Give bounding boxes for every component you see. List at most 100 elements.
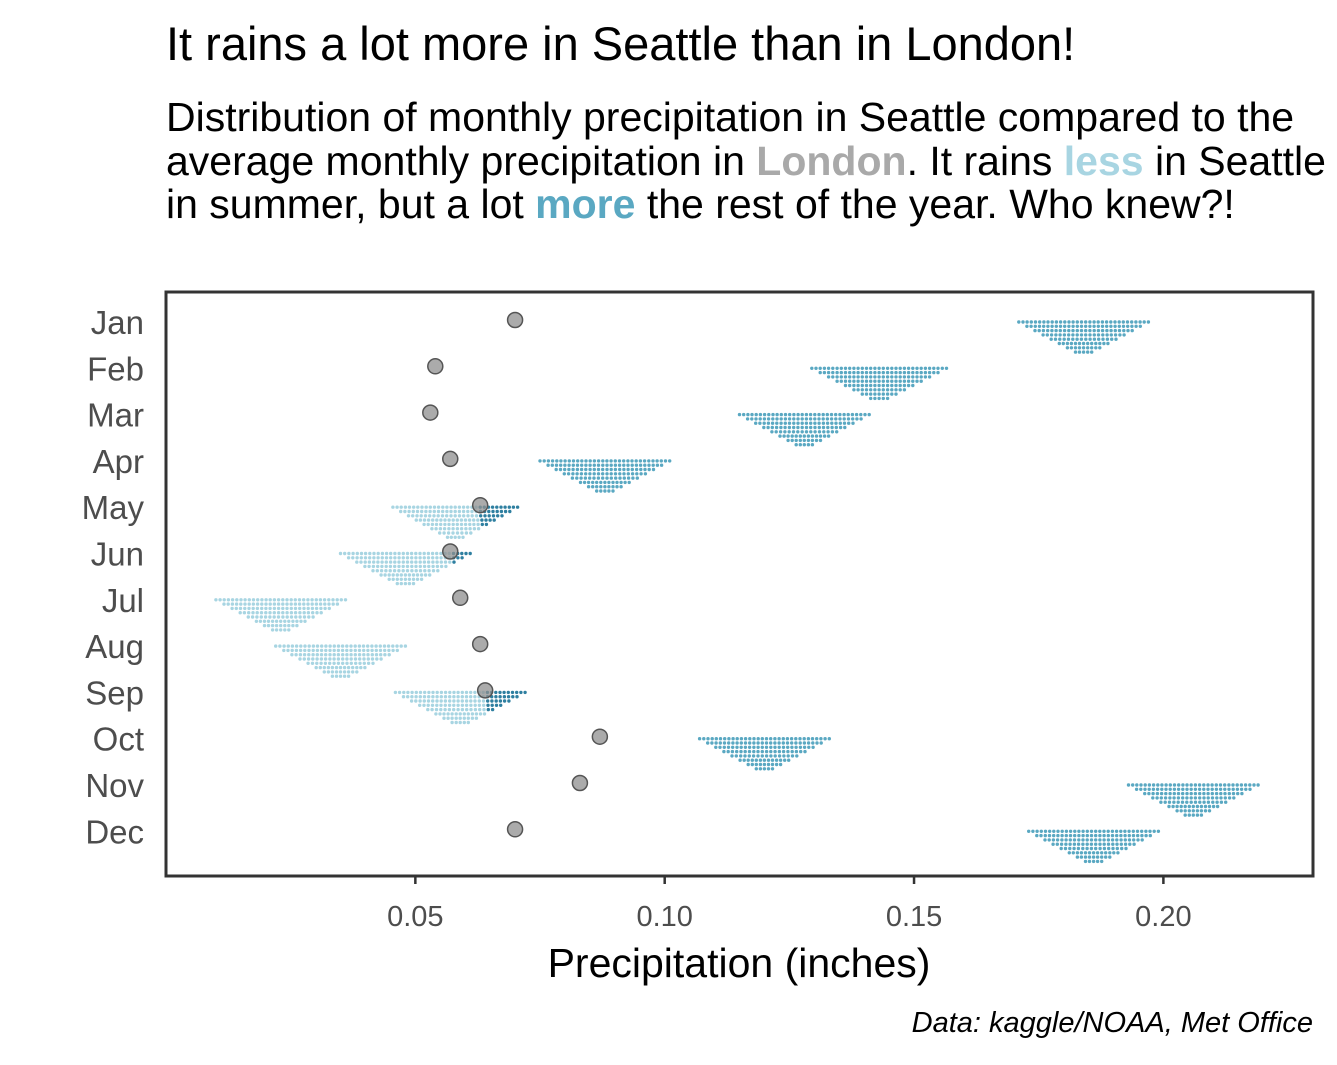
- seattle-dot: [343, 551, 347, 556]
- seattle-dot: [566, 472, 571, 476]
- seattle-dot: [906, 366, 911, 370]
- seattle-dot: [1144, 829, 1148, 833]
- seattle-dot: [760, 741, 764, 745]
- seattle-dot: [379, 653, 383, 657]
- seattle-dot: [1123, 833, 1127, 838]
- seattle-dot: [1086, 350, 1090, 354]
- seattle-dot: [332, 661, 336, 665]
- seattle-dot: [571, 463, 575, 467]
- seattle-dot: [247, 606, 251, 611]
- seattle-dot: [927, 375, 932, 379]
- seattle-dot: [1206, 800, 1211, 804]
- seattle-dot: [468, 522, 472, 527]
- seattle-dot: [1123, 838, 1128, 842]
- seattle-dot: [393, 551, 397, 556]
- seattle-dot: [894, 366, 898, 370]
- seattle-dot: [466, 720, 470, 725]
- seattle-dot: [418, 695, 422, 699]
- seattle-dot: [735, 745, 739, 749]
- seattle-dot: [259, 611, 264, 615]
- seattle-dot: [1087, 859, 1092, 864]
- seattle-dot: [1109, 328, 1113, 333]
- seattle-dot: [311, 653, 315, 657]
- seattle-dot: [823, 737, 827, 741]
- seattle-dot: [1105, 324, 1109, 328]
- seattle-dot: [831, 370, 835, 375]
- seattle-dot: [860, 375, 864, 379]
- seattle-dot: [1064, 842, 1068, 846]
- seattle-dot: [818, 370, 822, 375]
- seattle-dot: [869, 366, 873, 370]
- seattle-dot: [450, 712, 454, 716]
- seattle-dot: [1175, 804, 1179, 809]
- seattle-dot: [331, 598, 335, 602]
- seattle-dot: [651, 463, 655, 467]
- seattle-dot: [434, 522, 439, 527]
- seattle-dot: [799, 749, 803, 754]
- seattle-dot: [605, 472, 609, 476]
- seattle-dot: [439, 703, 443, 707]
- seattle-dot: [1106, 829, 1110, 833]
- seattle-dot: [430, 703, 435, 707]
- seattle-dot: [302, 653, 307, 657]
- seattle-dot: [1132, 838, 1136, 842]
- seattle-dot: [310, 661, 315, 665]
- seattle-dot: [1113, 324, 1117, 328]
- seattle-dot: [453, 509, 457, 514]
- seattle-dot: [1075, 320, 1080, 324]
- seattle-dot: [852, 366, 856, 370]
- seattle-dot: [351, 556, 355, 560]
- seattle-dot: [834, 417, 838, 421]
- seattle-dot: [754, 412, 758, 417]
- seattle-dot: [324, 653, 328, 657]
- seattle-dot: [1163, 796, 1168, 800]
- seattle-dot: [864, 370, 869, 375]
- seattle-dot: [243, 598, 247, 602]
- seattle-dot: [328, 657, 332, 661]
- seattle-distribution-mar: [737, 412, 871, 447]
- seattle-dot: [1063, 320, 1067, 324]
- seattle-dot: [1206, 787, 1210, 791]
- seattle-dot: [810, 737, 815, 741]
- seattle-dot: [750, 412, 754, 417]
- seattle-dot: [1076, 846, 1081, 851]
- seattle-dot: [647, 467, 651, 472]
- seattle-dot: [615, 485, 619, 489]
- seattle-dot: [1069, 341, 1074, 346]
- seattle-dot: [382, 644, 387, 648]
- seattle-dot: [285, 606, 289, 611]
- seattle-dot: [1038, 320, 1042, 324]
- seattle-dot: [1114, 337, 1118, 341]
- seattle-dot: [349, 648, 353, 653]
- seattle-dot: [1176, 800, 1180, 804]
- seattle-dot: [766, 767, 771, 771]
- seattle-dot: [911, 383, 915, 388]
- seattle-dot: [487, 509, 491, 514]
- seattle-dot: [813, 417, 817, 421]
- seattle-dot: [774, 762, 779, 767]
- seattle-dot: [405, 560, 410, 564]
- seattle-dot: [854, 412, 859, 417]
- seattle-dot: [1053, 337, 1058, 341]
- seattle-dot: [822, 434, 827, 438]
- seattle-dot: [855, 417, 859, 421]
- seattle-dot: [285, 611, 289, 615]
- seattle-dot: [760, 745, 764, 749]
- seattle-dot: [294, 653, 298, 657]
- seattle-dot: [554, 463, 559, 467]
- seattle-dot: [341, 657, 345, 661]
- seattle-dot: [1206, 796, 1210, 800]
- seattle-dot: [401, 556, 405, 560]
- seattle-dot: [420, 509, 424, 514]
- seattle-dot: [877, 396, 881, 401]
- seattle-dot: [332, 644, 336, 648]
- seattle-dot: [1167, 800, 1172, 804]
- caption: Data: kaggle/NOAA, Met Office: [911, 1007, 1313, 1039]
- seattle-dot: [923, 366, 928, 370]
- seattle-dot: [457, 509, 462, 514]
- seattle-dot: [359, 551, 364, 556]
- seattle-dot: [764, 754, 769, 758]
- seattle-dot: [848, 383, 852, 388]
- seattle-dot: [655, 459, 659, 463]
- seattle-dot: [282, 644, 286, 648]
